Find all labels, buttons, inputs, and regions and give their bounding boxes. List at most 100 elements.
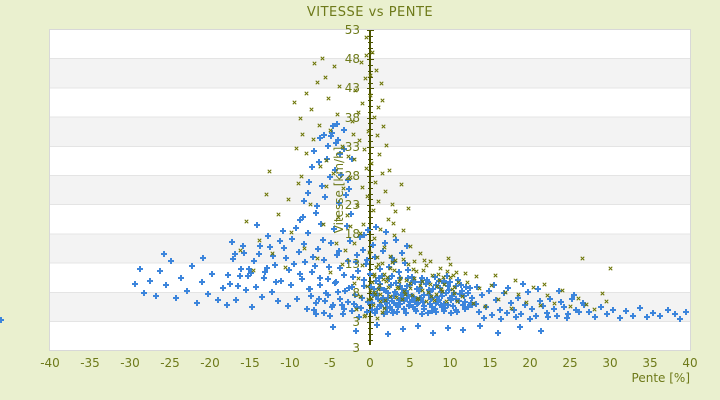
- scatter-point-plus: [429, 303, 436, 310]
- scatter-point-plus: [568, 296, 575, 303]
- scatter-point-x: [380, 123, 387, 130]
- scatter-point-plus: [365, 226, 372, 233]
- scatter-point-plus: [414, 300, 421, 307]
- scatter-point-plus: [677, 315, 684, 322]
- scatter-point-plus: [403, 294, 410, 301]
- scatter-point-plus: [385, 331, 392, 338]
- scatter-point-plus: [433, 299, 440, 306]
- scatter-point-plus: [390, 310, 397, 317]
- scatter-point-plus: [379, 248, 386, 255]
- scatter-point-x: [417, 250, 424, 257]
- y-tick-label: 3: [352, 315, 360, 329]
- scatter-point-plus: [392, 236, 399, 243]
- scatter-point-plus: [420, 306, 427, 313]
- scatter-point-plus: [421, 302, 428, 309]
- scatter-point-plus: [194, 300, 201, 307]
- scatter-point-x: [407, 243, 414, 250]
- scatter-point-plus: [518, 310, 525, 317]
- scatter-point-plus: [389, 298, 396, 304]
- scatter-point-plus: [334, 252, 341, 259]
- scatter-point-plus: [347, 211, 354, 217]
- scatter-point-plus: [183, 287, 190, 294]
- x-tick-label: 40: [682, 356, 698, 370]
- scatter-point-plus: [423, 277, 430, 283]
- scatter-point-x: [379, 97, 386, 104]
- scatter-point-plus: [249, 304, 256, 311]
- scatter-point-plus: [215, 297, 221, 304]
- y-axis-zero-line: [369, 30, 371, 345]
- scatter-point-plus: [683, 309, 689, 316]
- scatter-point-plus: [415, 323, 421, 330]
- scatter-point-plus: [305, 230, 312, 237]
- axis-tick: [367, 222, 373, 224]
- scatter-point-plus: [373, 278, 380, 285]
- scatter-point-plus: [468, 294, 475, 301]
- scatter-point-plus: [334, 121, 341, 127]
- scatter-point-plus: [131, 281, 138, 287]
- scatter-point-plus: [565, 311, 572, 318]
- scatter-point-plus: [447, 295, 453, 302]
- scatter-point-plus: [320, 132, 327, 139]
- axis-tick: [367, 246, 373, 248]
- scatter-point-plus: [227, 280, 233, 287]
- scatter-point-plus: [239, 242, 246, 249]
- scatter-point-plus: [486, 287, 493, 294]
- scatter-point-plus: [352, 328, 359, 335]
- scatter-point-plus: [354, 251, 361, 258]
- scatter-point-plus: [444, 324, 451, 331]
- scatter-point-plus: [427, 300, 433, 307]
- scatter-point-plus: [467, 285, 473, 292]
- scatter-point-plus: [386, 276, 393, 283]
- y-tick-label: 13: [344, 256, 360, 271]
- scatter-point-plus: [395, 268, 402, 275]
- x-tick-label: 15: [482, 356, 498, 370]
- scatter-point-plus: [340, 272, 347, 279]
- scatter-point-plus: [223, 302, 230, 309]
- scatter-point-x: [492, 272, 499, 279]
- axis-tick: [367, 181, 373, 183]
- scatter-point-plus: [257, 243, 264, 250]
- scatter-point-plus: [403, 283, 410, 290]
- scatter-point-plus: [330, 302, 337, 309]
- scatter-point-plus: [358, 305, 365, 311]
- scatter-point-plus: [167, 258, 174, 265]
- scatter-point-plus: [306, 178, 313, 185]
- scatter-point-plus: [363, 308, 370, 315]
- axis-tick: [367, 41, 373, 43]
- scatter-point-plus: [459, 287, 465, 294]
- y-axis-title-text: Vitesse [km/h]: [332, 146, 346, 234]
- scatter-point-plus: [479, 292, 485, 299]
- scatter-point-plus: [327, 133, 334, 140]
- scatter-point-plus: [350, 274, 357, 280]
- scatter-point-plus: [312, 209, 319, 216]
- scatter-point-plus: [435, 296, 442, 303]
- scatter-point-plus: [335, 247, 342, 254]
- axis-tick: [366, 176, 374, 177]
- x-tick-label: -35: [80, 356, 100, 370]
- scatter-point-x: [515, 290, 522, 297]
- scatter-point-plus: [331, 226, 337, 233]
- scatter-point-plus: [586, 308, 593, 315]
- scatter-point-plus: [444, 282, 451, 289]
- scatter-point-plus: [375, 274, 382, 281]
- scatter-point-plus: [399, 326, 406, 332]
- scatter-point-plus: [671, 310, 678, 317]
- axis-tick: [367, 333, 373, 335]
- scatter-point-x: [322, 157, 329, 164]
- x-tick-label: -30: [120, 356, 140, 370]
- scatter-point-plus: [330, 122, 337, 129]
- axis-tick: [367, 193, 373, 195]
- scatter-point-plus: [424, 309, 431, 316]
- scatter-point-plus: [623, 307, 629, 314]
- scatter-point-x: [351, 156, 358, 163]
- scatter-point-plus: [278, 277, 285, 284]
- scatter-point-plus: [463, 284, 469, 290]
- scatter-point-plus: [317, 282, 324, 289]
- scatter-point-x: [447, 261, 454, 268]
- scatter-point-plus: [333, 140, 340, 147]
- scatter-point-x: [291, 99, 298, 106]
- axis-tick: [367, 187, 373, 189]
- scatter-point-x: [512, 276, 519, 283]
- axis-tick: [367, 170, 373, 172]
- scatter-point-plus: [507, 299, 514, 306]
